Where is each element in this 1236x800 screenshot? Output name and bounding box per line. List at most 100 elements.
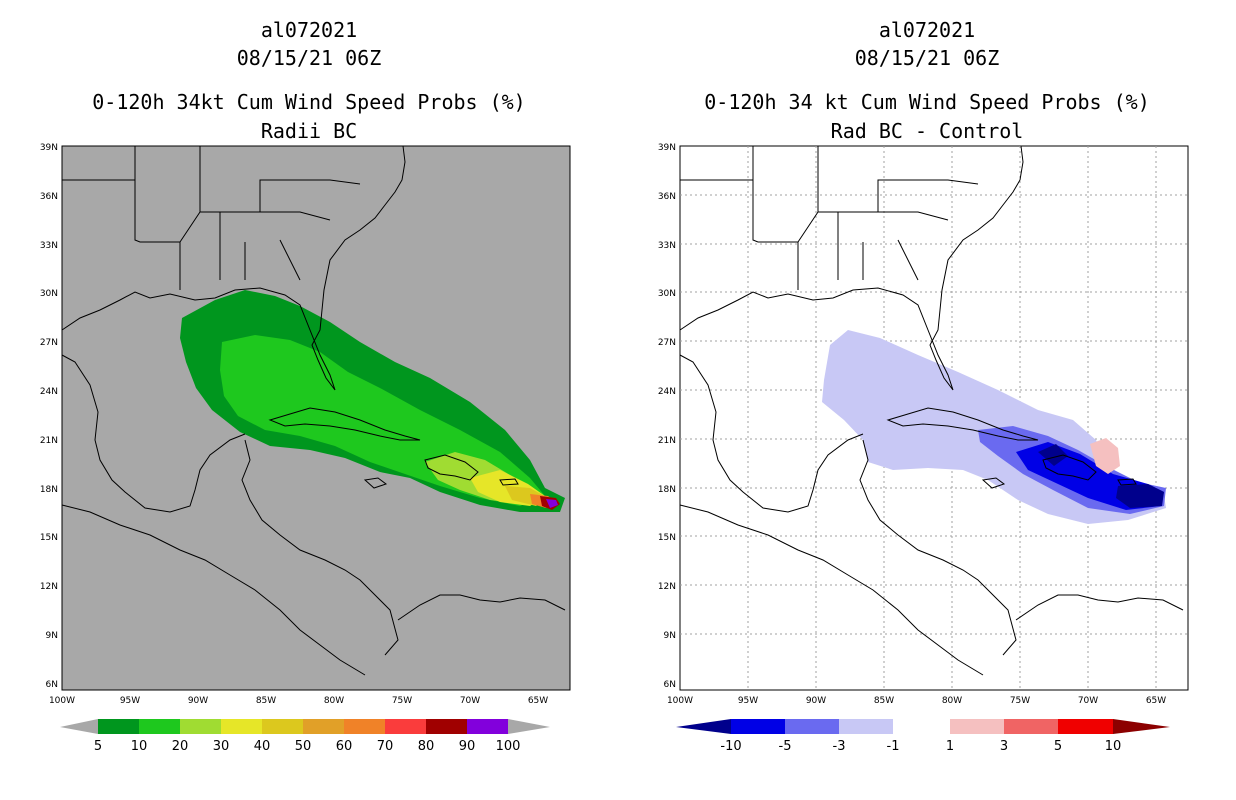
colorbar-label: 100 [496, 739, 521, 752]
mexico-coast [61, 354, 246, 513]
colorbar-bin [839, 719, 893, 734]
hispaniola [424, 454, 479, 481]
difference-map: 39N 36N 33N 30N 27N 24N 21N 18N 15N 12N … [658, 143, 1189, 705]
jamaica [363, 477, 388, 489]
lat-label: 30N [658, 289, 676, 299]
colorbar: 5 10 20 30 40 50 60 70 80 90 100 [60, 719, 550, 752]
colorbar-bin [426, 719, 467, 734]
colorbar-label: 1 [946, 739, 954, 752]
product-title: 0-120h 34kt Cum Wind Speed Probs (%) [92, 90, 526, 114]
subtitle: Radii BC [260, 119, 358, 143]
colorbar-label: -3 [833, 739, 846, 752]
left-panel: al072021 08/15/21 06Z 0-120h 34kt Cum Wi… [40, 18, 571, 752]
colorbar-bin [1004, 719, 1058, 734]
colorbar-bin [98, 719, 139, 734]
hispaniola [1042, 454, 1097, 481]
colorbar-label: 70 [377, 739, 394, 752]
lat-label: 39N [40, 143, 58, 153]
lon-ticks: 100W 95W 90W 85W 80W 75W 70W 65W [667, 696, 1166, 705]
colorbar-label: 5 [94, 739, 102, 752]
puerto-rico [1117, 478, 1137, 486]
colorbar-label: 90 [459, 739, 476, 752]
diff-pos-1-3 [1090, 438, 1120, 474]
lon-label: 85W [256, 696, 276, 705]
lat-label: 24N [658, 387, 676, 397]
lat-label: 15N [658, 533, 676, 543]
lat-label: 18N [40, 485, 58, 495]
cuba [268, 407, 421, 441]
colorbar-bin [893, 719, 950, 734]
colorbar-bin [262, 719, 303, 734]
lat-label: 9N [46, 631, 58, 641]
colorbar-label: 5 [1054, 739, 1062, 752]
lon-label: 75W [1010, 696, 1030, 705]
swath-90-100 [546, 499, 558, 508]
lat-label: 6N [46, 680, 58, 690]
lat-label: 27N [658, 338, 676, 348]
colorbar-label: -1 [887, 739, 900, 752]
colorbar-label: -5 [779, 739, 792, 752]
lat-ticks: 39N 36N 33N 30N 27N 24N 21N 18N 15N 12N … [40, 143, 58, 690]
colorbar-low-end [60, 719, 98, 734]
lon-label: 80W [942, 696, 962, 705]
colorbar-bin [467, 719, 508, 734]
colorbar-bin [731, 719, 785, 734]
lon-label: 85W [874, 696, 894, 705]
colorbar-label: 40 [254, 739, 271, 752]
lon-label: 90W [188, 696, 208, 705]
colorbar-bin [785, 719, 839, 734]
colorbar-label: 30 [213, 739, 230, 752]
mexico-coast [679, 354, 864, 513]
cuba [886, 407, 1039, 441]
lat-label: 27N [40, 338, 58, 348]
colorbar-label: -10 [720, 739, 741, 752]
lon-label: 100W [49, 696, 75, 705]
lat-label: 21N [658, 436, 676, 446]
lat-label: 9N [664, 631, 676, 641]
date-title: 08/15/21 06Z [236, 46, 382, 70]
date-title: 08/15/21 06Z [854, 46, 1000, 70]
subtitle: Rad BC - Control [830, 119, 1024, 143]
lon-label: 80W [324, 696, 344, 705]
colorbar-bin [385, 719, 426, 734]
coastlines [679, 145, 1184, 676]
colorbar-label: 50 [295, 739, 312, 752]
lat-label: 36N [658, 192, 676, 202]
colorbar-bin [950, 719, 1004, 734]
colorbar-label: 3 [1000, 739, 1008, 752]
lat-label: 33N [658, 241, 676, 251]
lon-label: 70W [1078, 696, 1098, 705]
product-title: 0-120h 34 kt Cum Wind Speed Probs (%) [704, 90, 1150, 114]
colorbar-bin [221, 719, 262, 734]
lon-label: 75W [392, 696, 412, 705]
lon-label: 100W [667, 696, 693, 705]
colorbar-high-end [508, 719, 550, 734]
lat-label: 15N [40, 533, 58, 543]
colorbar-label: 60 [336, 739, 353, 752]
pacific-coast [679, 504, 984, 676]
colorbar-label: 10 [1105, 739, 1122, 752]
central-america-coast [859, 439, 1017, 656]
gulf-us-coast [679, 145, 1024, 391]
central-america-coast [241, 439, 399, 656]
colorbar-bin [303, 719, 344, 734]
lon-label: 65W [528, 696, 548, 705]
lat-label: 24N [40, 387, 58, 397]
colorbar-bin [1058, 719, 1113, 734]
lat-label: 6N [664, 680, 676, 690]
diff-neg-10 [1038, 444, 1164, 508]
south-america-coast [397, 594, 566, 621]
probability-swath [180, 290, 565, 512]
us-state-lines [680, 146, 979, 290]
lon-ticks: 100W 95W 90W 85W 80W 75W 70W 65W [49, 696, 548, 705]
colorbar-bin [139, 719, 180, 734]
coastlines [61, 145, 566, 676]
colorbar-label: 10 [131, 739, 148, 752]
lon-label: 90W [806, 696, 826, 705]
colorbar-high-end [1113, 719, 1170, 734]
colorbar: -10 -5 -3 -1 1 3 5 10 [676, 719, 1170, 752]
lon-label: 65W [1146, 696, 1166, 705]
lat-label: 39N [658, 143, 676, 153]
lat-label: 33N [40, 241, 58, 251]
lat-label: 18N [658, 485, 676, 495]
